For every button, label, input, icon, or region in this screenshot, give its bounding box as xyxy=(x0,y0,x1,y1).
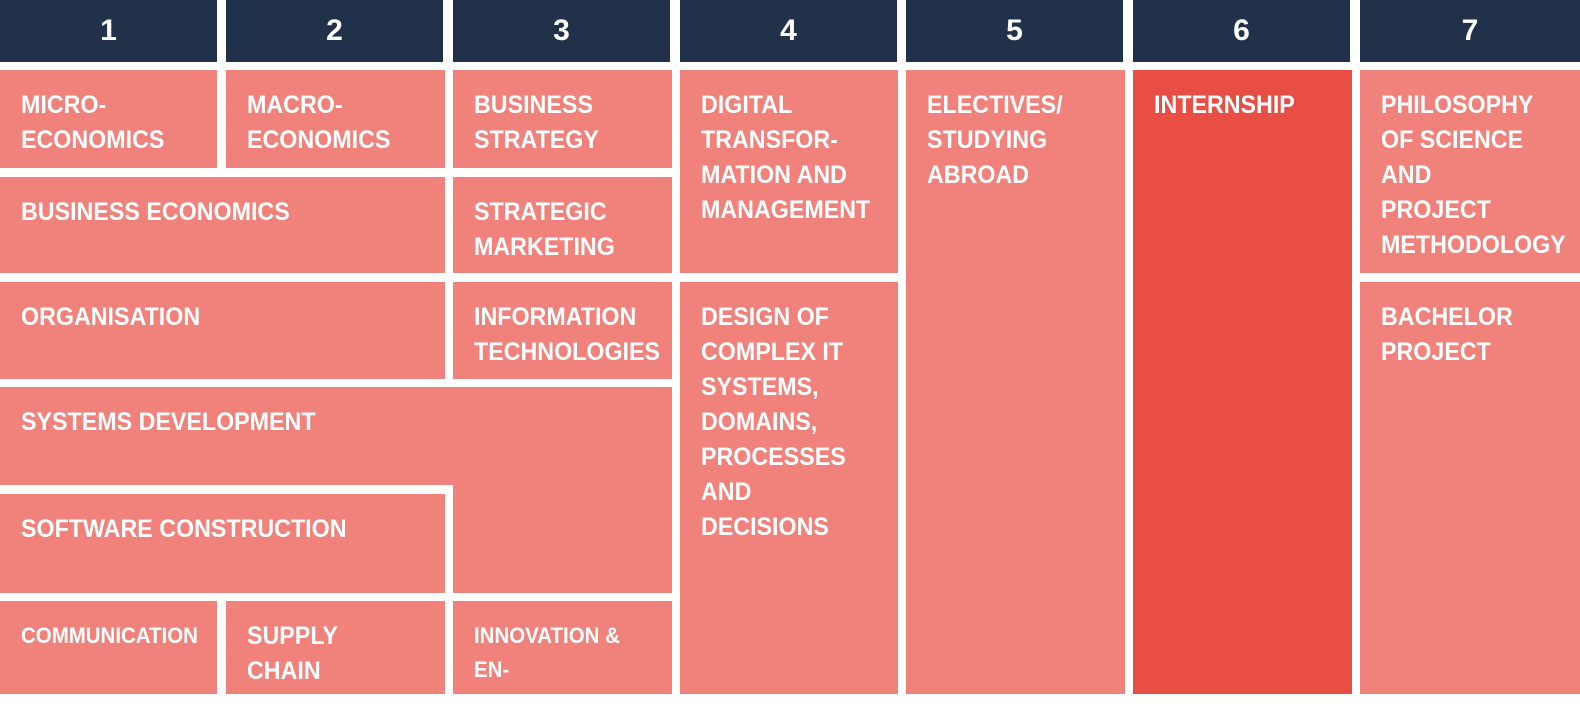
curriculum-diagram: { "colors": { "header_bg": "#22314a", "c… xyxy=(0,0,1580,694)
semester-header-5: 5 xyxy=(906,0,1123,62)
course-electives: ELECTIVES/ STUDYING ABROAD xyxy=(906,70,1125,694)
course-business-strategy: BUSINESS STRATEGY xyxy=(453,70,672,168)
semester-header-3: 3 xyxy=(453,0,670,62)
course-systems-development-extension xyxy=(453,480,672,593)
course-digital-transformation: DIGITAL TRANSFOR- MATION AND MANAGEMENT xyxy=(680,70,898,273)
course-business-economics: BUSINESS ECONOMICS xyxy=(0,177,445,273)
course-organisation: ORGANISATION xyxy=(0,282,445,379)
semester-header-2: 2 xyxy=(226,0,443,62)
course-innovation-entrepreneurship: INNOVATION & EN- TREPRENEURSHIP xyxy=(453,601,672,716)
course-systems-development: SYSTEMS DEVELOPMENT xyxy=(0,387,672,485)
semester-header-4: 4 xyxy=(680,0,897,62)
semester-header-6: 6 xyxy=(1133,0,1350,62)
course-software-construction: SOFTWARE CONSTRUCTION xyxy=(0,494,445,593)
course-philosophy-of-science: PHILOSOPHY OF SCIENCE AND PROJECT METHOD… xyxy=(1360,70,1580,273)
course-strategic-marketing: STRATEGIC MARKETING xyxy=(453,177,672,273)
course-bachelor-project: BACHELOR PROJECT xyxy=(1360,282,1580,694)
course-design-complex-it: DESIGN OF COMPLEX IT SYSTEMS, DOMAINS, P… xyxy=(680,282,898,694)
semester-header-1: 1 xyxy=(0,0,217,62)
semester-header-7: 7 xyxy=(1360,0,1580,62)
course-macro-economics: MACRO- ECONOMICS xyxy=(226,70,445,168)
course-micro-economics: MICRO- ECONOMICS xyxy=(0,70,217,168)
course-communication: COMMUNICATION xyxy=(0,601,217,694)
course-internship: INTERNSHIP xyxy=(1133,70,1352,694)
course-information-technologies: INFORMATION TECHNOLOGIES xyxy=(453,282,672,379)
course-supply-chain-management: SUPPLY CHAIN MANAGEMENT xyxy=(226,601,445,720)
